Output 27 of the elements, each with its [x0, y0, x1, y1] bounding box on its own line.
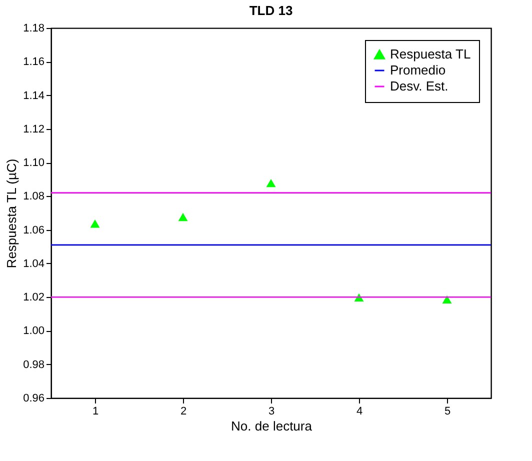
point	[266, 178, 276, 188]
y-tick-label: 0.96	[23, 392, 44, 404]
y-tick-label: 1.18	[23, 22, 44, 34]
y-tick-label: 1.16	[23, 56, 44, 68]
legend-label: Desv. Est.	[390, 78, 448, 94]
x-tick-label: 5	[444, 406, 451, 418]
y-tick-label: 1.14	[23, 90, 44, 102]
y-tick-label: 1.04	[23, 258, 44, 270]
y-axis-title: Respuesta TL (µC)	[4, 158, 20, 268]
point	[442, 295, 452, 304]
x-axis-title: No. de lectura	[231, 418, 313, 434]
y-tick-label: 1.12	[23, 123, 44, 136]
x-tick-label: 1	[92, 406, 99, 418]
y-tick-label: 0.98	[23, 358, 44, 371]
point	[90, 219, 100, 228]
legend-label: Promedio	[390, 62, 446, 78]
y-tick-label: 1.08	[23, 190, 44, 203]
legend-label: Respuesta TL	[390, 46, 471, 62]
x-tick-label: 3	[268, 406, 275, 418]
y-tick-label: 1.02	[23, 292, 44, 304]
y-tick-label: 1.00	[23, 325, 44, 338]
x-tick-label: 4	[356, 406, 363, 418]
point	[178, 212, 188, 222]
x-tick-label: 2	[180, 406, 187, 418]
chart-title: TLD 13	[249, 3, 293, 18]
y-tick-label: 1.06	[23, 224, 44, 236]
y-tick-label: 1.10	[23, 157, 44, 170]
